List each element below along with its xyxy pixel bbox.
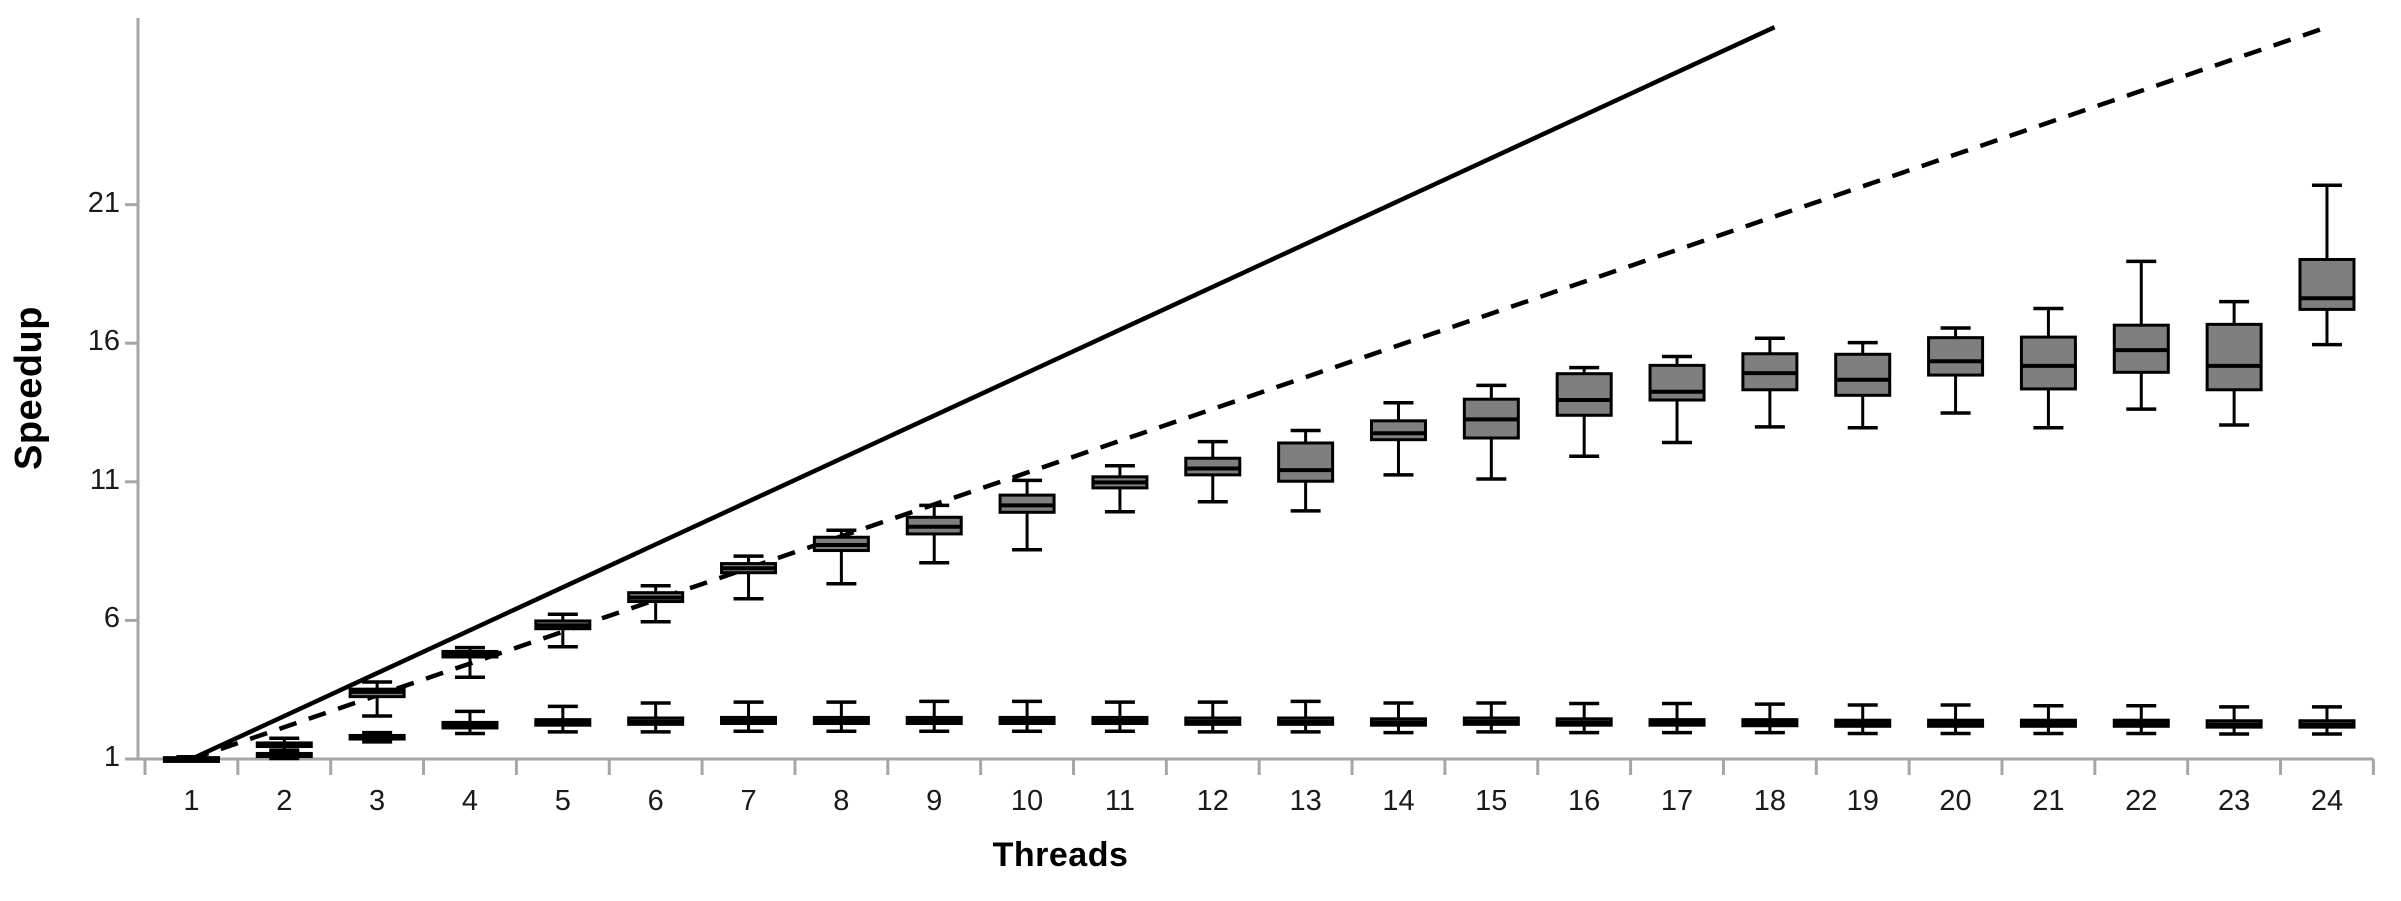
y-axis-title: Speedup [8,306,50,470]
boxplot-lower-series-thread-24 [2298,705,2356,736]
x-tick-label-4: 4 [461,785,479,817]
boxplot-lower-series-thread-22 [2112,704,2170,736]
boxplot-lower-series-thread-10 [998,699,1056,734]
boxplot-lower-series-thread-13 [1277,699,1335,734]
boxplot-upper-series-thread-20 [1927,326,1985,415]
x-tick-label-5: 5 [554,785,571,817]
x-tick-label-7: 7 [740,785,757,817]
x-axis-title: Threads [992,836,1129,874]
x-tick-label-6: 6 [647,785,664,817]
boxplot-lower-series-thread-5 [534,704,592,734]
x-tick-label-20: 20 [1939,785,1972,817]
boxplot-lower-series-thread-20 [1927,703,1985,736]
x-tick-label-21: 21 [2032,785,2065,817]
reference-line-linear-speedup [190,25,1776,762]
boxplot-upper-series-thread-23 [2205,299,2263,427]
boxplot-upper-series-thread-15 [1462,383,1520,481]
boxplot-upper-series-thread-3 [348,680,406,718]
boxplot-lower-series-thread-18 [1741,702,1799,735]
boxplot-lower-series-thread-1 [162,755,220,763]
y-tick-label-6: 6 [103,602,120,635]
x-tick-label-15: 15 [1475,785,1508,817]
boxplot-lower-series-thread-14 [1369,701,1427,735]
x-tick-label-11: 11 [1104,785,1135,817]
boxplot-upper-series-thread-22 [2112,259,2170,411]
x-tick-label-12: 12 [1196,785,1229,817]
box-plots [162,183,2356,763]
y-tick-label-11: 11 [89,463,120,496]
boxplot-lower-series-thread-21 [2019,704,2077,736]
boxplot-upper-series-thread-10 [998,478,1056,552]
y-tick-label-1: 1 [103,741,120,773]
boxplot-upper-series-thread-4 [441,645,499,679]
x-tick-label-22: 22 [2125,785,2158,817]
x-tick-label-24: 24 [2310,785,2344,817]
boxplot-upper-series-thread-21 [2019,306,2077,430]
boxplot-lower-series-thread-4 [441,709,499,736]
x-tick-label-2: 2 [276,785,293,817]
boxplot-lower-series-thread-19 [1834,703,1892,736]
boxplot-lower-series-thread-9 [905,699,963,734]
x-tick-label-8: 8 [833,785,850,817]
x-tick-label-3: 3 [369,785,386,817]
x-tick-label-10: 10 [1010,785,1044,817]
y-tick-label-16: 16 [87,325,120,358]
boxplot-lower-series-thread-23 [2205,705,2263,736]
boxplot-upper-series-thread-16 [1555,365,1613,459]
x-tick-label-14: 14 [1382,785,1415,817]
x-tick-label-13: 13 [1289,785,1322,817]
boxplot-lower-series-thread-15 [1462,701,1520,734]
boxplot-upper-series-thread-24 [2298,183,2356,347]
boxplot-upper-series-thread-13 [1277,428,1335,513]
boxplot-lower-series-thread-6 [627,701,685,734]
boxplot-lower-series-thread-8 [812,700,870,734]
boxplot-upper-series-thread-17 [1648,354,1706,445]
y-tick-label-21: 21 [87,186,120,219]
boxplot-upper-series-thread-11 [1091,463,1149,514]
axes [125,18,2375,775]
boxplot-upper-series-thread-9 [905,503,963,565]
boxplot-upper-series-thread-8 [812,528,870,586]
reference-line-achievable-speedup [190,25,2328,762]
boxplot-upper-series-thread-19 [1834,340,1892,430]
x-tick-label-17: 17 [1660,785,1694,817]
x-tick-label-19: 19 [1846,785,1879,817]
boxplot-lower-series-thread-7 [720,700,778,734]
boxplot-lower-series-thread-17 [1648,701,1706,735]
x-tick-label-18: 18 [1753,785,1786,817]
boxplot-lower-series-thread-11 [1091,700,1149,734]
boxplot-upper-series-thread-7 [720,554,778,601]
boxplot-lower-series-thread-2 [255,748,313,761]
x-tick-label-9: 9 [926,785,943,817]
boxplot-lower-series-thread-12 [1184,700,1242,734]
x-tick-label-1: 1 [183,785,200,817]
boxplot-lower-series-thread-16 [1555,701,1613,735]
boxplot-lower-series-thread-3 [348,730,406,744]
boxplot-upper-series-thread-6 [627,584,685,624]
boxplot-upper-series-thread-18 [1741,336,1799,429]
x-tick-label-23: 23 [2217,785,2251,817]
boxplot-upper-series-thread-14 [1369,401,1427,477]
boxplot-upper-series-thread-5 [534,612,592,649]
x-tick-label-16: 16 [1568,785,1601,817]
reference-lines [190,25,2328,762]
boxplot-upper-series-thread-12 [1184,439,1242,504]
